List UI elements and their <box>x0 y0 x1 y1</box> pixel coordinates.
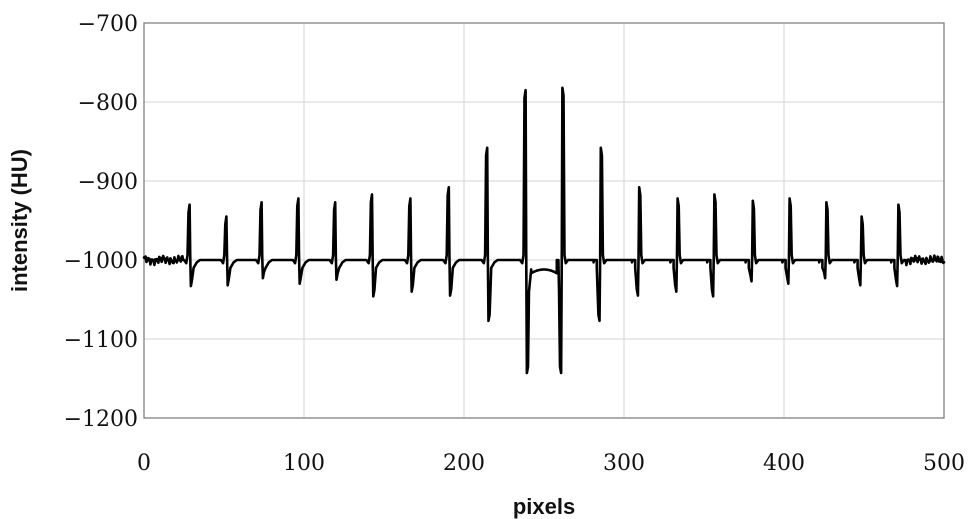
x-tick-label: 300 <box>603 451 645 476</box>
series-group <box>142 86 946 375</box>
x-tick-label: 0 <box>137 451 151 476</box>
x-tick-label: 200 <box>443 451 485 476</box>
x-axis-tick-labels: 0 100 200 300 400 500 <box>137 451 965 476</box>
x-tick-label: 100 <box>283 451 325 476</box>
plot-area <box>143 22 945 419</box>
x-tick-label: 500 <box>923 451 965 476</box>
y-tick-label: −1000 <box>64 249 138 274</box>
y-axis-tick-labels: −700 −800 −900 −1000 −1100 −1200 <box>64 12 138 432</box>
x-tick-label: 400 <box>763 451 805 476</box>
y-tick-label: −700 <box>78 12 138 37</box>
y-tick-label: −1100 <box>64 328 138 353</box>
y-tick-label: −800 <box>78 91 138 116</box>
x-axis-title: pixels <box>513 494 575 519</box>
y-tick-label: −900 <box>78 170 138 195</box>
series-line-intensity <box>142 86 946 375</box>
y-axis-title: intensity (HU) <box>7 149 32 292</box>
grid <box>143 22 945 419</box>
y-tick-label: −1200 <box>64 407 138 432</box>
